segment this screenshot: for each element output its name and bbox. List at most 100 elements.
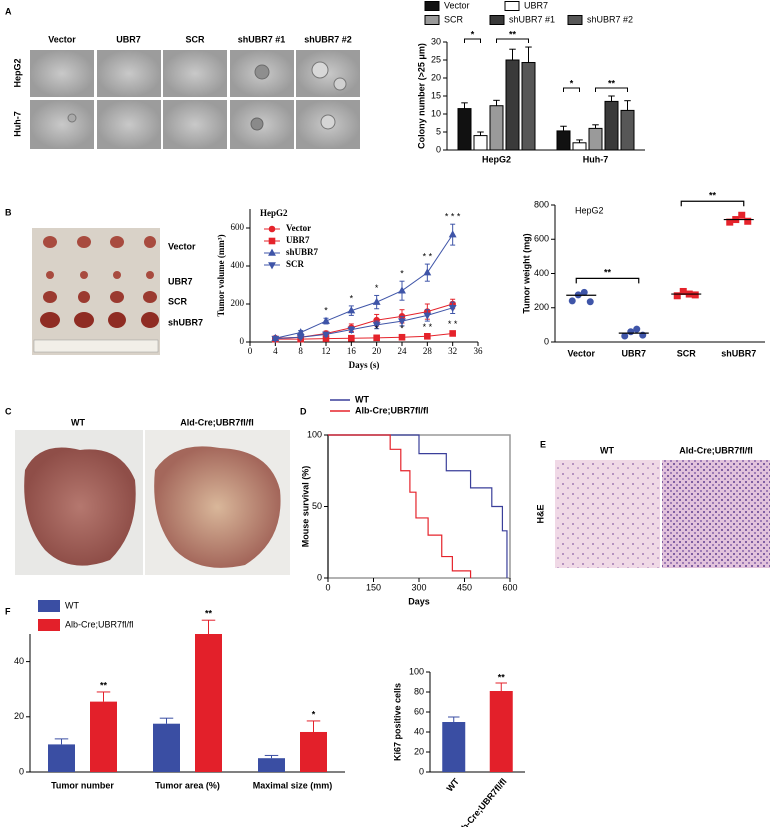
row-label: H&E xyxy=(535,504,545,523)
panel-letter: B xyxy=(5,207,12,217)
column-label: Ald-Cre;UBR7fl/fl xyxy=(180,417,254,427)
chart-title: HepG2 xyxy=(575,205,604,215)
tumor-label: UBR7 xyxy=(168,276,193,286)
significance-label: * * xyxy=(423,322,433,332)
legend-label: WT xyxy=(65,600,79,610)
significance-label: * xyxy=(350,293,354,303)
x-tick-label: Huh-7 xyxy=(583,154,609,164)
y-tick-label: 40 xyxy=(414,726,424,736)
tumor-label: SCR xyxy=(168,296,188,306)
x-tick-label: Tumor area (%) xyxy=(155,780,220,790)
y-tick-label: 200 xyxy=(231,298,245,308)
significance-label: ** xyxy=(608,78,616,88)
legend-swatch xyxy=(424,15,440,25)
legend-label: UBR7 xyxy=(286,235,310,245)
significance-label: * xyxy=(312,709,316,719)
x-tick-label: 16 xyxy=(347,346,357,356)
y-tick-label: 0 xyxy=(240,336,245,346)
marker xyxy=(296,334,305,342)
x-tick-label: 8 xyxy=(298,346,303,356)
marker xyxy=(448,305,457,313)
significance-label: ** xyxy=(709,191,717,201)
significance-label: * xyxy=(400,323,404,333)
x-axis-label: Days xyxy=(408,596,430,606)
bar xyxy=(489,691,513,772)
marker xyxy=(744,217,752,225)
x-axis-label: Days (s) xyxy=(349,360,380,370)
significance-label: * * * xyxy=(445,212,461,222)
legend-label: shUBR7 #1 xyxy=(509,14,555,24)
marker xyxy=(268,225,276,233)
y-tick-label: 30 xyxy=(431,36,441,46)
y-tick-label: 0 xyxy=(419,766,424,776)
marker xyxy=(372,297,381,305)
series-line xyxy=(275,307,453,340)
x-tick-label: Tumor number xyxy=(51,780,114,790)
marker xyxy=(322,316,330,324)
x-tick-label: 150 xyxy=(366,582,381,592)
marker xyxy=(448,230,457,238)
bar xyxy=(588,127,603,151)
x-tick-label: 32 xyxy=(448,346,457,356)
y-axis-label: Tumor weight (mg) xyxy=(521,233,531,313)
significance-label: * xyxy=(375,324,379,334)
panel-letter: F xyxy=(5,606,11,616)
x-tick-label: 24 xyxy=(398,346,408,356)
marker xyxy=(268,237,276,245)
y-tick-label: 800 xyxy=(534,199,549,209)
y-tick-label: 80 xyxy=(414,686,424,696)
y-tick-label: 0 xyxy=(544,336,549,346)
x-tick-label: 0 xyxy=(248,346,253,356)
y-tick-label: 0 xyxy=(19,766,24,776)
y-axis-label: Ki67 positive cells xyxy=(392,683,402,761)
legend-label: shUBR7 xyxy=(286,247,319,257)
marker xyxy=(621,332,629,340)
x-tick-label: 0 xyxy=(325,582,330,592)
marker xyxy=(424,333,431,340)
significance-label: * xyxy=(471,29,475,39)
row-label: HepG2 xyxy=(12,58,22,87)
marker xyxy=(423,312,432,320)
x-tick-label: UBR7 xyxy=(621,348,646,358)
y-tick-label: 10 xyxy=(431,108,441,118)
legend-swatch xyxy=(424,1,440,11)
y-tick-label: 600 xyxy=(534,234,549,244)
x-tick-label: WT xyxy=(444,776,461,794)
tumor-photo xyxy=(32,228,160,355)
marker xyxy=(268,262,276,270)
significance-label: ** xyxy=(498,672,506,682)
marker xyxy=(423,268,432,276)
bar xyxy=(457,108,472,151)
marker xyxy=(580,288,588,296)
plot-frame xyxy=(327,434,511,579)
column-label: WT xyxy=(71,417,85,427)
x-tick-label: 12 xyxy=(322,346,331,356)
tumor-label: Vector xyxy=(168,241,196,251)
legend-label: SCR xyxy=(444,14,464,24)
y-tick-label: 5 xyxy=(436,126,441,136)
y-tick-label: 0 xyxy=(317,572,322,582)
significance-bracket xyxy=(563,87,580,92)
significance-bracket xyxy=(575,277,640,284)
y-tick-label: 20 xyxy=(431,72,441,82)
x-tick-label: 20 xyxy=(372,346,382,356)
bar xyxy=(48,744,75,772)
legend-swatch xyxy=(38,619,60,631)
marker xyxy=(398,333,406,341)
marker xyxy=(372,322,381,330)
marker xyxy=(347,306,356,314)
significance-label: ** xyxy=(205,609,213,619)
legend-label: shUBR7 #2 xyxy=(587,14,633,24)
panel-letter: D xyxy=(300,406,307,416)
y-tick-label: 20 xyxy=(414,746,424,756)
marker xyxy=(627,328,635,336)
x-tick-label: 4 xyxy=(273,346,278,356)
marker xyxy=(691,291,699,299)
significance-label: * * xyxy=(448,319,458,329)
x-tick-label: shUBR7 xyxy=(721,348,756,358)
legend-label: Alb-Cre;UBR7fl/fl xyxy=(65,619,134,629)
column-label: shUBR7 #2 xyxy=(304,34,352,44)
marker xyxy=(398,286,406,294)
x-tick-label: HepG2 xyxy=(482,154,511,164)
bar xyxy=(473,135,488,151)
